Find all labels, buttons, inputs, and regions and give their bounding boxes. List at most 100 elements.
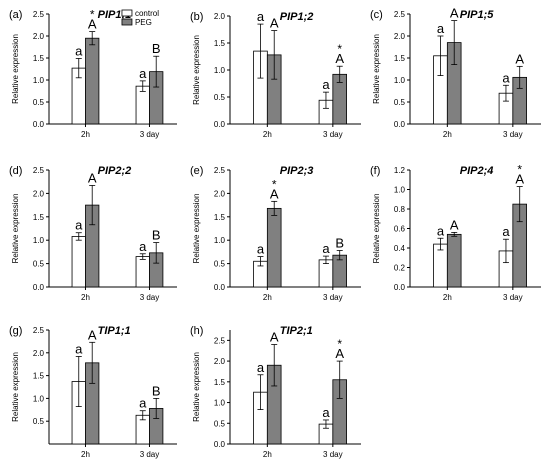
y-tick-label: 0.0 <box>214 283 226 292</box>
significance-letter: a <box>139 239 147 254</box>
y-tick-label: 2.0 <box>33 32 45 41</box>
significance-letter: a <box>322 405 330 420</box>
y-tick-label: 1.0 <box>33 236 45 245</box>
y-axis-label: Relative expression <box>192 35 201 105</box>
y-tick-label: 0.0 <box>394 120 406 129</box>
chart-panel: 0.0 0.5 1.0 1.5 2.0 2.5 Relative expression (h)… <box>190 325 361 459</box>
bar <box>266 207 282 288</box>
y-tick-label: 1.5 <box>33 54 45 63</box>
x-tick-label: 2h <box>263 293 272 302</box>
y-tick-label: 0.5 <box>214 260 226 269</box>
x-tick-label: 2h <box>443 130 452 139</box>
y-tick-label: 1.0 <box>214 66 226 75</box>
y-tick-label: 2.5 <box>214 336 226 345</box>
y-tick-label: 1.0 <box>33 394 45 403</box>
significance-letter: B <box>152 383 161 398</box>
x-tick-label: 3 day <box>323 293 343 302</box>
y-tick-label: 1.2 <box>394 166 406 175</box>
y-tick-label: 1.0 <box>394 76 406 85</box>
y-tick-label: 1.0 <box>214 399 226 408</box>
significance-letter: a <box>139 66 147 81</box>
bar <box>446 233 462 288</box>
y-tick-label: 2.5 <box>214 166 226 175</box>
bar <box>85 37 100 125</box>
y-axis-label: Relative expression <box>372 34 381 104</box>
y-axis-label: Relative expression <box>372 194 381 264</box>
significance-letter: a <box>437 21 445 36</box>
y-tick-label: 1.5 <box>214 378 226 387</box>
significance-letter: a <box>257 360 265 375</box>
y-tick-label: 0.5 <box>214 93 226 102</box>
gene-title: PIP2;4 <box>460 165 494 177</box>
y-tick-label: 0.6 <box>394 225 406 234</box>
y-tick-label: 0.8 <box>394 205 406 214</box>
significance-letter: a <box>139 396 147 411</box>
significance-letter: A <box>270 330 279 345</box>
y-tick-label: 0.0 <box>214 440 226 449</box>
y-tick-label: 0.0 <box>33 120 45 129</box>
significance-letter: a <box>502 224 510 239</box>
legend-swatch-control <box>121 9 133 17</box>
significance-letter: a <box>437 223 445 238</box>
y-tick-label: 2.5 <box>33 166 45 175</box>
panel-label: (g) <box>9 325 22 337</box>
panel-label: (f) <box>370 165 380 177</box>
y-tick-label: 0.5 <box>33 260 45 269</box>
chart-panel: 0.0 0.2 0.4 0.6 0.8 1.0 1.2 Relative expression… <box>370 163 541 302</box>
significance-letter: A <box>88 17 97 32</box>
y-tick-label: 2.0 <box>214 12 226 21</box>
significance-letter: a <box>75 43 83 58</box>
y-tick-label: 0.5 <box>214 419 226 428</box>
x-tick-label: 3 day <box>140 450 160 459</box>
x-tick-label: 3 day <box>503 293 523 302</box>
x-tick-label: 2h <box>263 130 272 139</box>
y-tick-label: 0.4 <box>394 244 406 253</box>
significance-letter: A <box>515 51 524 66</box>
significance-letter: A <box>335 51 344 66</box>
y-axis-label: Relative expression <box>192 194 201 264</box>
panel-label: (h) <box>190 325 203 337</box>
significance-star: * <box>90 8 95 22</box>
gene-title: PIP2;2 <box>98 165 132 177</box>
significance-letter: a <box>75 341 83 356</box>
y-tick-label: 0.0 <box>33 283 45 292</box>
y-tick-label: 0.5 <box>394 98 406 107</box>
bar <box>433 243 448 288</box>
x-tick-label: 3 day <box>140 293 160 302</box>
x-tick-label: 3 day <box>323 450 343 459</box>
chart-panel: 0.0 0.5 1.0 1.5 2.0 2.5 Relative expression (e)… <box>190 165 361 302</box>
significance-letter: A <box>270 16 279 31</box>
x-tick-label: 2h <box>263 450 272 459</box>
y-axis-label: Relative expression <box>11 34 20 104</box>
significance-letter: a <box>322 241 330 256</box>
significance-letter: A <box>88 327 97 342</box>
significance-letter: A <box>515 172 524 187</box>
y-tick-label: 2.0 <box>214 357 226 366</box>
y-tick-label: 2.0 <box>33 189 45 198</box>
chart-panel: 0.0 0.5 1.0 1.5 2.0 Relative expression (b) PIP… <box>190 9 361 139</box>
y-tick-label: 0.0 <box>394 283 406 292</box>
y-tick-label: 1.0 <box>214 236 226 245</box>
significance-letter: a <box>502 70 510 85</box>
chart-panel: 0.0 0.5 1.0 1.5 2.0 2.5 Relative expression (c)… <box>370 6 541 139</box>
y-tick-label: 1.5 <box>33 213 45 222</box>
significance-star: * <box>517 163 522 177</box>
y-axis-label: Relative expression <box>192 352 201 422</box>
y-tick-label: 1.5 <box>394 54 406 63</box>
chart-panel: 0.5 1.0 1.5 2.0 2.5 Relative expression (g) TIP… <box>9 325 177 459</box>
significance-letter: a <box>257 9 265 24</box>
gene-title: PIP2;3 <box>280 165 314 177</box>
y-tick-label: 0.2 <box>394 264 406 273</box>
y-tick-label: 2.0 <box>214 189 226 198</box>
significance-letter: a <box>322 77 330 92</box>
x-tick-label: 2h <box>81 130 90 139</box>
y-tick-label: 0.5 <box>33 417 45 426</box>
x-tick-label: 2h <box>81 293 90 302</box>
y-tick-label: 0.5 <box>33 98 45 107</box>
gene-title: TIP2;1 <box>280 325 313 337</box>
y-tick-label: 2.0 <box>394 32 406 41</box>
y-tick-label: 2.5 <box>33 10 45 19</box>
x-tick-label: 3 day <box>140 130 160 139</box>
y-tick-label: 1.0 <box>394 186 406 195</box>
significance-letter: A <box>450 6 459 21</box>
